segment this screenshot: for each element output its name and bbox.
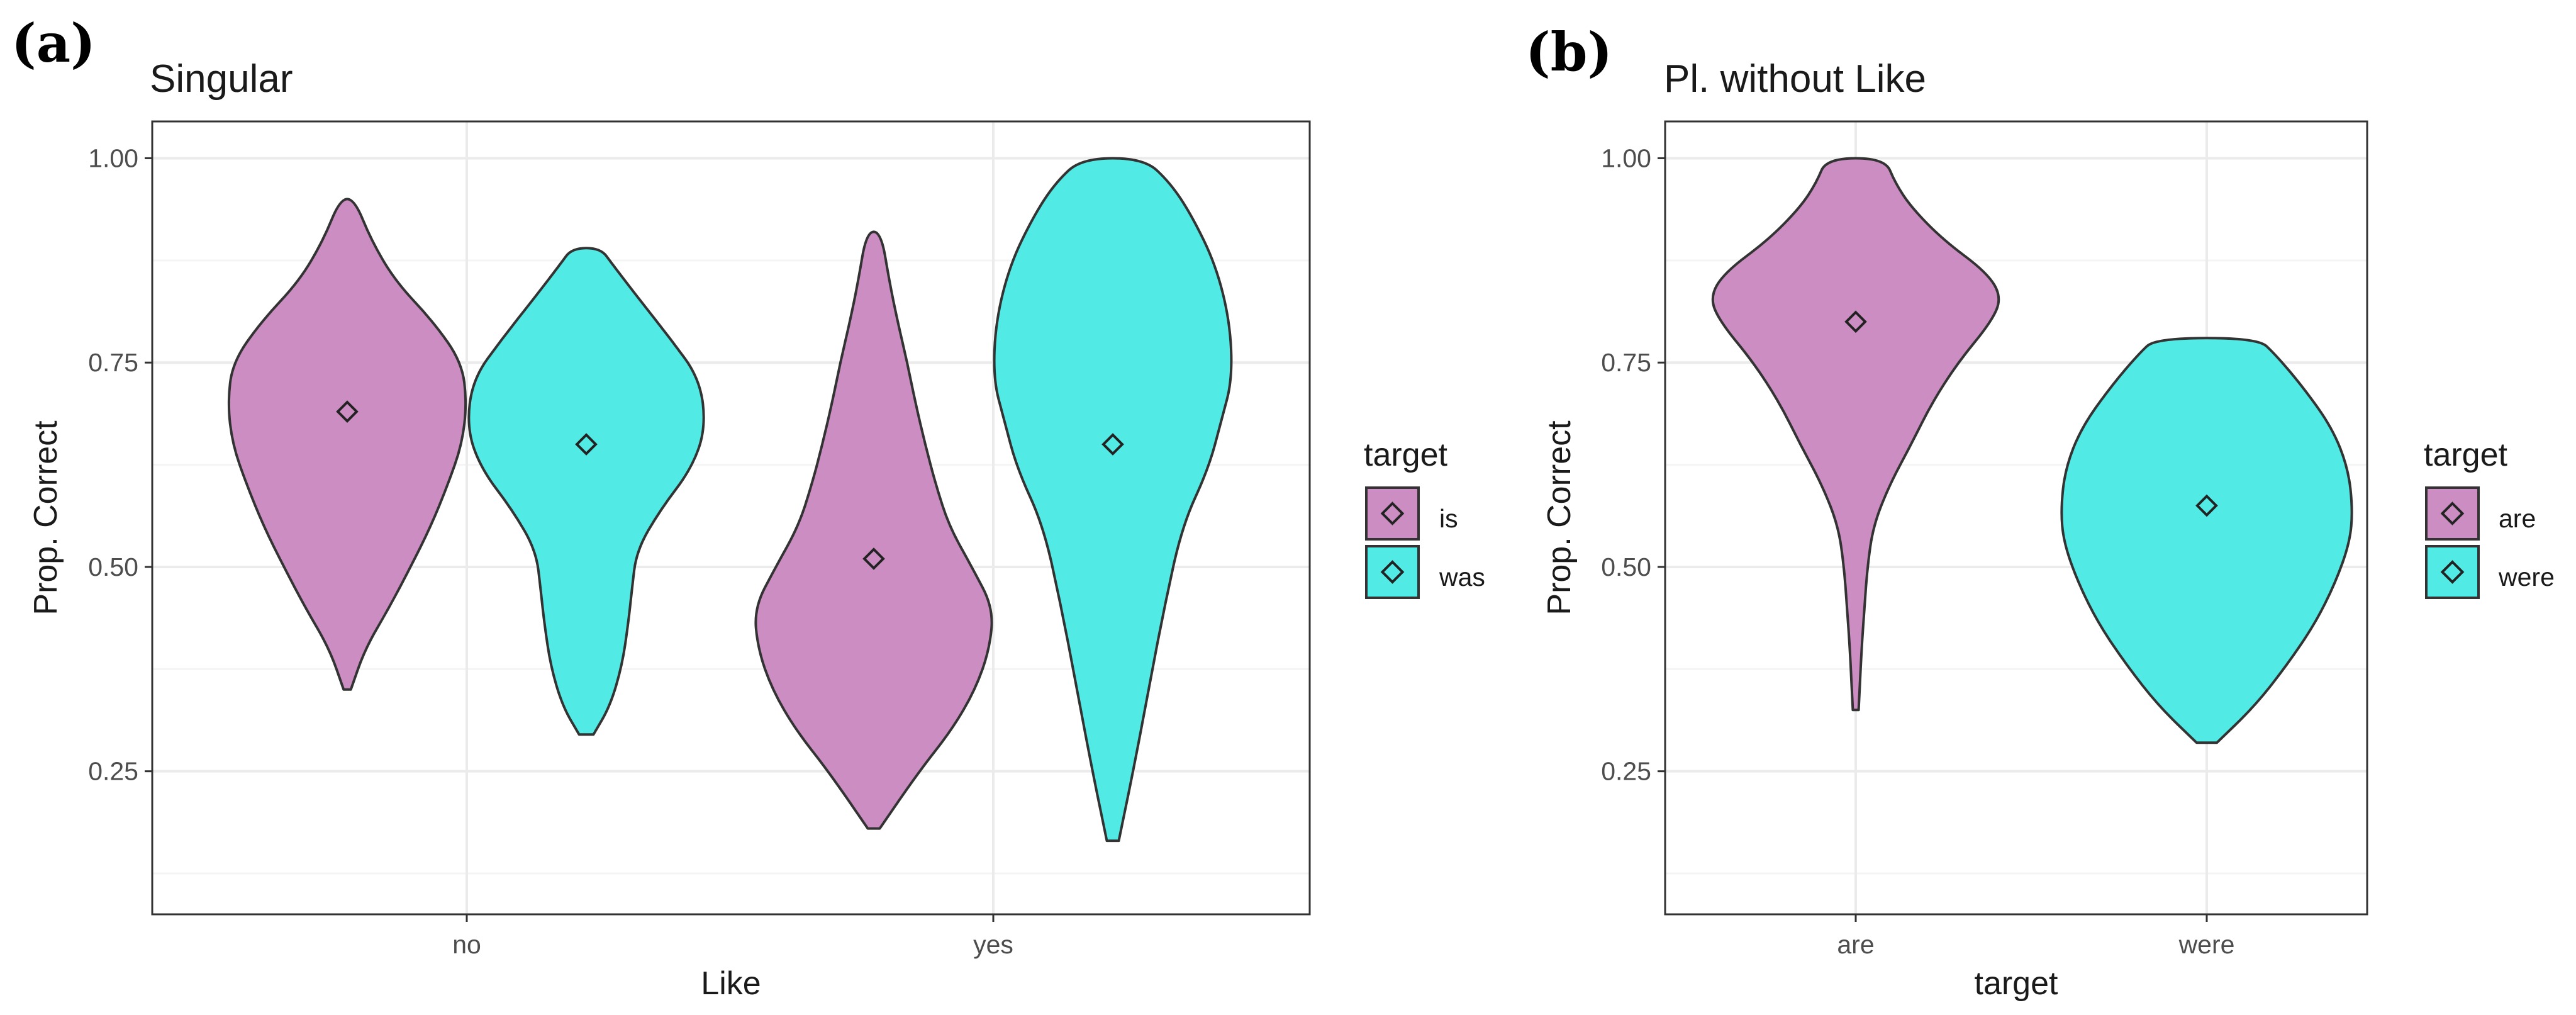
mean-point-were-were bbox=[2195, 494, 2218, 517]
legend-label-is: is bbox=[1439, 504, 1458, 533]
legend-diamond-are-icon bbox=[2440, 502, 2465, 525]
violins-a bbox=[227, 157, 1233, 843]
mean-point-no-is bbox=[336, 400, 359, 423]
violin-were-were bbox=[2060, 337, 2353, 744]
mean-point-yes-is bbox=[862, 547, 885, 570]
x-axis-title-a: Like bbox=[701, 965, 761, 1002]
panel-label-b: (b) bbox=[1525, 21, 1612, 83]
x-tick-label: no bbox=[452, 930, 481, 959]
legend-label-was: was bbox=[1439, 563, 1485, 592]
legend-title-b: target bbox=[2424, 437, 2508, 473]
violin-no-is bbox=[227, 198, 467, 691]
x-tick-label: yes bbox=[973, 930, 1013, 959]
plot-title-a: Singular bbox=[150, 57, 293, 101]
panel-frame-b bbox=[1664, 120, 2368, 916]
mean-point-yes-was bbox=[1101, 433, 1124, 456]
y-tick-label: 0.25 bbox=[88, 757, 138, 786]
x-tick-label: are bbox=[1837, 930, 1874, 959]
legend-key-are bbox=[2425, 486, 2480, 541]
violin-are-are bbox=[1711, 157, 2000, 712]
x-tick-label: were bbox=[2178, 930, 2235, 959]
legend-diamond-is-icon bbox=[1380, 502, 1405, 525]
violin-yes-was bbox=[993, 157, 1233, 843]
y-tick-label: 0.50 bbox=[88, 552, 138, 581]
legend-a: target is was bbox=[1364, 437, 1485, 599]
plot-title-b: Pl. without Like bbox=[1664, 57, 1926, 101]
legend-diamond-were-icon bbox=[2440, 560, 2465, 584]
y-tick-label: 0.25 bbox=[1601, 757, 1651, 786]
legend-label-were: were bbox=[2498, 563, 2555, 592]
panel-b: (b) Pl. without Like 0.25 0.50 0.75 1.00 are… bbox=[1525, 21, 2555, 1002]
violin-no-was bbox=[467, 247, 705, 736]
legend-b: target are were bbox=[2424, 437, 2555, 599]
y-tick-label: 1.00 bbox=[1601, 143, 1651, 172]
legend-key-was bbox=[1365, 545, 1420, 599]
y-axis-title-b: Prop. Correct bbox=[1541, 420, 1578, 615]
y-tick-label: 0.75 bbox=[88, 348, 138, 377]
mean-point-are-are bbox=[1844, 310, 1867, 334]
violin-yes-is bbox=[754, 230, 993, 830]
x-axis-title-b: target bbox=[1975, 965, 2059, 1002]
y-tick-label: 1.00 bbox=[88, 143, 138, 172]
panel-label-a: (a) bbox=[11, 12, 96, 74]
ticks-b: 0.25 0.50 0.75 1.00 are were bbox=[1601, 143, 2234, 959]
legend-key-were bbox=[2425, 545, 2480, 599]
legend-label-are: are bbox=[2499, 504, 2536, 533]
panel-frame-a bbox=[151, 120, 1311, 916]
legend-key-is bbox=[1365, 486, 1420, 541]
y-axis-title-a: Prop. Correct bbox=[28, 420, 64, 615]
violins-b bbox=[1711, 157, 2353, 744]
legend-title-a: target bbox=[1364, 437, 1448, 473]
legend-diamond-was-icon bbox=[1380, 560, 1405, 584]
y-tick-label: 0.50 bbox=[1601, 552, 1651, 581]
y-tick-label: 0.75 bbox=[1601, 348, 1651, 377]
ticks-a: 0.25 0.50 0.75 1.00 no yes bbox=[88, 143, 1013, 959]
mean-point-no-was bbox=[575, 433, 598, 456]
